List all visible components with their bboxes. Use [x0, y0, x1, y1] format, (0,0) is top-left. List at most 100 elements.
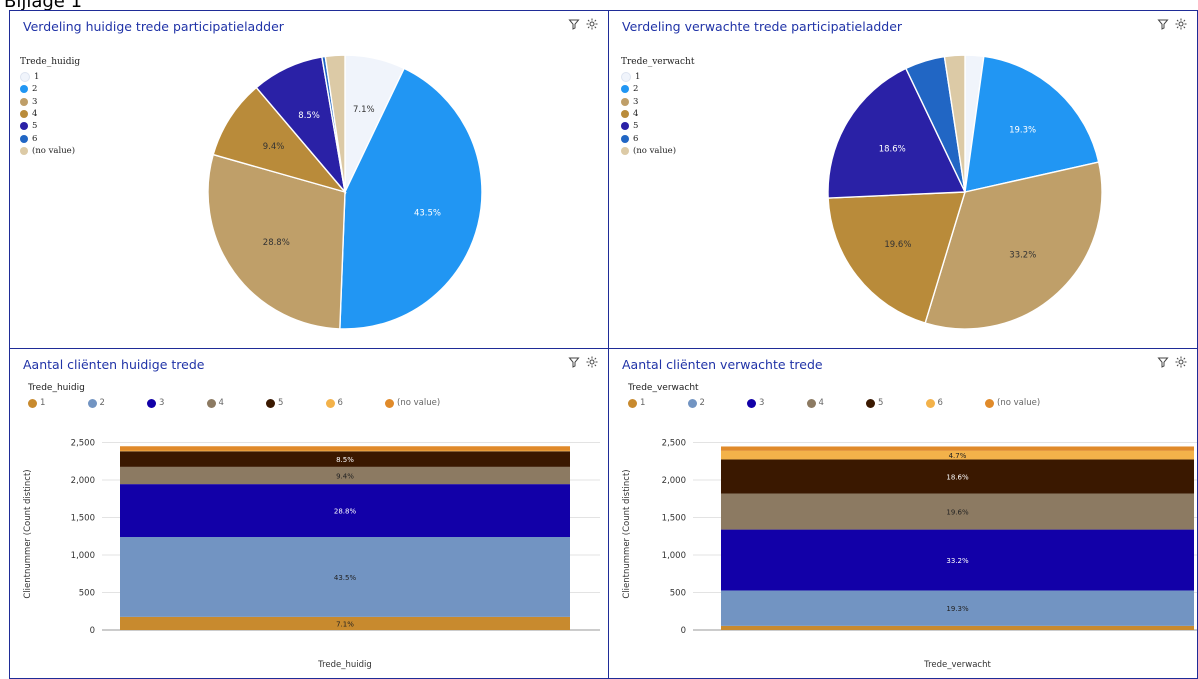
legend-label: 2: [99, 398, 105, 408]
bar-segment[interactable]: [721, 459, 1194, 494]
bar-segment[interactable]: [721, 590, 1194, 626]
legend: 1 2 3 4 5 6 (no value): [621, 71, 676, 157]
bar-segment[interactable]: [120, 616, 570, 630]
bar-data-label: 7.1%: [336, 620, 354, 628]
legend-label: 6: [633, 133, 639, 144]
pie-current-panel: Verdeling huidige trede participatieladd…: [9, 10, 609, 349]
filter-icon[interactable]: [568, 356, 580, 368]
bar-data-label: 8.5%: [336, 456, 354, 464]
settings-icon[interactable]: [586, 18, 598, 30]
panel-title: Verdeling verwachte trede participatiela…: [622, 19, 903, 34]
legend-item: 2: [87, 398, 105, 408]
pie-slice[interactable]: [339, 67, 483, 330]
legend: 1 2 3 4 5 6 (no value): [28, 398, 588, 410]
legend-label: 6: [337, 398, 343, 408]
bar-data-label: 28.8%: [334, 508, 357, 516]
settings-icon[interactable]: [586, 356, 598, 368]
legend-item: 4: [20, 108, 75, 120]
pie-chart: 7.1% 43.5% 28.8% 9.4% 8.5%: [207, 54, 483, 330]
bar-segment[interactable]: [721, 446, 1194, 451]
legend-item: 3: [20, 96, 75, 108]
legend-swatch: [20, 72, 30, 83]
settings-icon[interactable]: [1175, 356, 1187, 368]
legend-swatch: [747, 398, 756, 408]
bar-segment[interactable]: [120, 446, 570, 451]
pie-data-label: 19.3%: [1009, 126, 1036, 136]
pie-data-label: 28.8%: [263, 238, 290, 248]
bar-expected-panel: Aantal cliënten verwachte trede Trede_ve…: [608, 348, 1198, 679]
y-tick-label: 500: [670, 589, 686, 599]
page-header: Bijlage 1: [4, 0, 83, 12]
pie-slice[interactable]: [827, 191, 966, 324]
legend-swatch: [20, 97, 28, 106]
bar-segment[interactable]: [721, 493, 1194, 530]
legend-item: 1: [621, 71, 676, 83]
legend-label: (no value): [997, 398, 1041, 408]
legend-swatch: [621, 110, 629, 119]
legend-label: 3: [633, 96, 639, 107]
bar-segment[interactable]: [120, 484, 570, 537]
bar-segment[interactable]: [120, 466, 570, 485]
bar-data-label: 9.4%: [336, 473, 354, 481]
y-tick-label: 1,000: [71, 551, 95, 561]
bar-data-label: 43.5%: [334, 574, 357, 582]
legend-swatch: [621, 85, 629, 94]
panel-toolbar: [568, 356, 598, 368]
legend-item: 2: [20, 83, 75, 95]
bar-data-label: 33.2%: [946, 557, 969, 565]
pie-slice[interactable]: [827, 67, 967, 199]
pie-slice[interactable]: [943, 54, 966, 193]
legend-swatch: [147, 398, 156, 408]
legend-label: 1: [640, 398, 646, 408]
y-tick-label: 0: [681, 626, 686, 636]
legend-swatch: [687, 398, 697, 408]
legend-item: (no value): [985, 398, 1040, 408]
legend-item: 6: [621, 132, 676, 144]
pie-data-label: 9.4%: [263, 142, 285, 152]
pie-slice[interactable]: [964, 55, 1100, 193]
legend-swatch: [628, 398, 637, 408]
legend-item: 4: [206, 398, 224, 408]
legend-item: 2: [621, 83, 676, 95]
legend-item: 1: [628, 398, 645, 408]
pie-data-label: 33.2%: [1009, 250, 1036, 260]
bar-segment[interactable]: [120, 450, 570, 452]
stacked-bar-chart: 0 500 1,000 1,500 2,000 2,500 7.1% 43.5% 28.8% 9.…: [23, 439, 600, 670]
legend-label: 1: [40, 398, 46, 408]
legend-swatch: [20, 122, 28, 131]
legend-item: 1: [28, 398, 45, 408]
legend-label: 3: [32, 96, 38, 107]
filter-icon[interactable]: [1157, 356, 1169, 368]
pie-slice[interactable]: [207, 153, 346, 330]
legend-item: 5: [621, 120, 676, 132]
y-tick-label: 1,500: [71, 514, 95, 524]
legend-label: 5: [32, 121, 38, 132]
bar-segment[interactable]: [721, 625, 1194, 630]
legend-label: 4: [32, 109, 38, 120]
legend-label: 5: [633, 121, 639, 132]
filter-icon[interactable]: [1157, 18, 1169, 30]
panel-title: Aantal cliënten huidige trede: [23, 357, 205, 372]
settings-icon[interactable]: [1175, 18, 1187, 30]
pie-slice[interactable]: [212, 86, 348, 194]
pie-slice[interactable]: [324, 54, 346, 193]
y-axis-label: Clientnummer (Count distinct): [23, 469, 33, 598]
legend-title: Trede_verwacht: [621, 57, 695, 67]
pie-data-label: 43.5%: [414, 208, 441, 218]
legend-swatch: [806, 398, 816, 408]
legend-swatch: [621, 72, 631, 83]
legend-swatch: [385, 398, 394, 408]
legend-swatch: [621, 134, 629, 143]
filter-icon[interactable]: [568, 18, 580, 30]
bar-segment[interactable]: [721, 529, 1194, 591]
legend-swatch: [20, 134, 28, 143]
bar-segment[interactable]: [120, 451, 570, 467]
legend-swatch: [20, 110, 28, 119]
pie-slice[interactable]: [924, 161, 1103, 330]
bar-data-label: 19.3%: [946, 605, 969, 613]
legend-swatch: [621, 122, 629, 131]
legend-label: 4: [818, 398, 824, 408]
bar-segment[interactable]: [120, 537, 570, 617]
legend-label: (no value): [397, 398, 441, 408]
bar-segment[interactable]: [721, 450, 1194, 460]
